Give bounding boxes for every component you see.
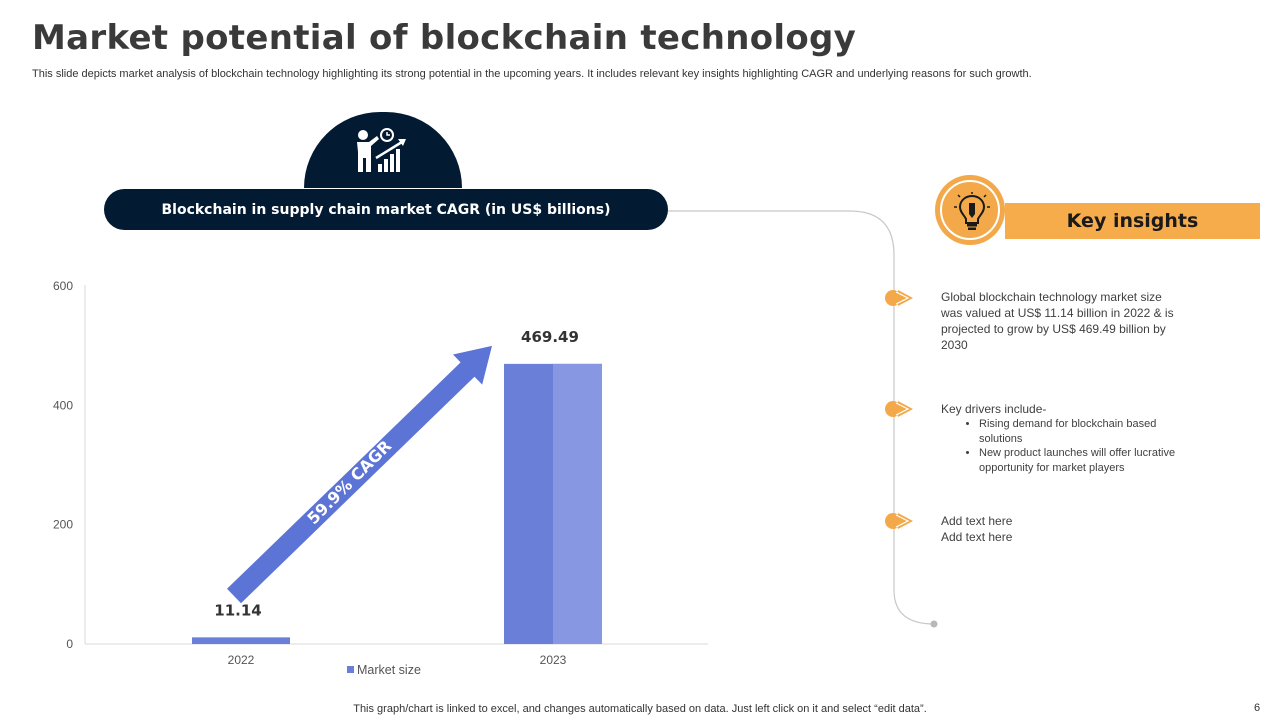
key-insights-heading: Key insights [1005, 203, 1260, 239]
insight-bullet-list: Rising demand for blockchain based solut… [941, 417, 1181, 475]
insight-item-2: Key drivers include- Rising demand for b… [941, 401, 1181, 475]
cagr-arrow-shape [227, 345, 492, 604]
insight-marker-icon [885, 513, 913, 529]
insight-marker-icon [885, 290, 913, 306]
data-label: 469.49 [521, 328, 579, 346]
insight-item-1: Global blockchain technology market size… [941, 289, 1181, 353]
legend-label: Market size [357, 663, 421, 677]
insight-text: Add text here [941, 514, 1013, 528]
y-tick-label: 400 [53, 398, 73, 412]
x-tick-label: 2023 [540, 653, 567, 667]
insight-text: Add text here [941, 530, 1013, 544]
key-insights-icon-ring [935, 175, 1005, 245]
x-tick-label: 2022 [228, 653, 255, 667]
page-title: Market potential of blockchain technolog… [32, 18, 857, 58]
insight-item-3: Add text here Add text here [941, 513, 1181, 545]
legend-swatch [347, 666, 354, 673]
cagr-arrow-label: 59.9% CAGR [303, 436, 395, 528]
bar [192, 637, 290, 644]
insight-bullet: New product launches will offer lucrativ… [979, 446, 1181, 475]
insight-text: Key drivers include- [941, 402, 1047, 416]
data-label: 11.14 [214, 601, 261, 619]
insight-marker-icon [885, 401, 913, 417]
insight-text: Global blockchain technology market size… [941, 290, 1174, 352]
insight-bullet: Rising demand for blockchain based solut… [979, 417, 1181, 446]
growth-presenter-icon [357, 128, 406, 172]
page-subtitle: This slide depicts market analysis of bl… [32, 68, 1032, 80]
page-number: 6 [1254, 702, 1261, 714]
lightbulb-pencil-icon [954, 192, 990, 230]
cagr-arrow: 59.9% CAGR [227, 345, 492, 604]
y-tick-label: 600 [53, 279, 73, 293]
y-tick-label: 200 [53, 518, 73, 532]
y-tick-label: 0 [66, 637, 73, 651]
chart-header-pill: Blockchain in supply chain market CAGR (… [104, 189, 668, 230]
footer-note: This graph/chart is linked to excel, and… [353, 703, 927, 715]
bar-highlight [553, 363, 602, 644]
